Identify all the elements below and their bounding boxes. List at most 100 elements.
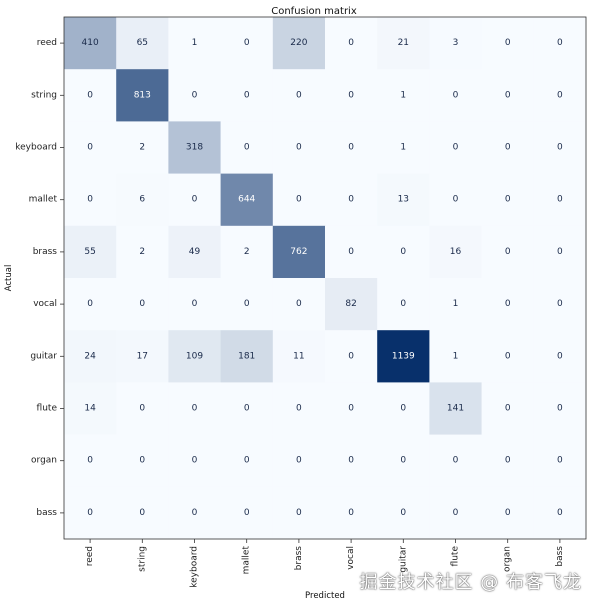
cell-value-mallet-flute: 0	[453, 195, 459, 205]
y-tick-label-bass: bass	[36, 508, 57, 518]
cell-value-guitar-mallet: 181	[238, 351, 255, 361]
cell-organ-string	[116, 434, 169, 488]
cell-value-guitar-bass: 0	[557, 351, 563, 361]
cell-flute-reed	[64, 382, 117, 435]
cell-value-guitar-reed: 24	[84, 351, 96, 361]
cell-bass-vocal	[325, 486, 378, 540]
cell-value-string-organ: 0	[505, 90, 511, 100]
cell-value-vocal-reed: 0	[87, 299, 93, 309]
y-axis-ticks: reed string keyboard mallet brass vocal guitar…	[15, 38, 64, 518]
cell-value-string-bass: 0	[557, 90, 563, 100]
cell-value-mallet-guitar: 13	[398, 195, 409, 205]
cell-string-reed	[64, 69, 117, 122]
cell-value-flute-vocal: 0	[348, 404, 354, 414]
cell-flute-mallet	[220, 382, 274, 435]
cell-guitar-brass	[272, 330, 326, 383]
cell-value-keyboard-bass: 0	[557, 143, 563, 153]
cell-flute-string	[116, 382, 169, 435]
cell-bass-flute	[429, 486, 482, 540]
cell-value-vocal-mallet: 0	[244, 299, 250, 309]
cell-value-brass-organ: 0	[505, 247, 511, 257]
x-tick-label-mallet: mallet	[242, 546, 252, 575]
cell-flute-vocal	[325, 382, 378, 435]
cell-value-string-mallet: 0	[244, 90, 250, 100]
cell-guitar-reed	[64, 330, 117, 383]
cell-string-guitar	[377, 69, 430, 122]
cell-keyboard-bass	[533, 121, 587, 174]
cell-organ-brass	[272, 434, 326, 488]
cell-value-mallet-reed: 0	[87, 195, 93, 205]
x-tick-label-keyboard: keyboard	[190, 546, 200, 588]
x-tick-label-guitar: guitar	[398, 546, 408, 573]
cell-value-organ-string: 0	[139, 456, 145, 466]
cell-reed-string	[116, 17, 169, 70]
cell-value-keyboard-organ: 0	[505, 143, 511, 153]
cell-string-bass	[533, 69, 587, 122]
cell-guitar-flute	[429, 330, 482, 383]
x-tick-label-string: string	[137, 546, 147, 572]
cell-bass-bass	[533, 486, 587, 540]
cell-guitar-mallet	[220, 330, 274, 383]
y-tick-label-keyboard: keyboard	[15, 143, 57, 153]
cell-value-string-string: 813	[134, 90, 151, 100]
cell-bass-organ	[481, 486, 535, 540]
x-tick-label-brass: brass	[294, 546, 304, 571]
cell-value-bass-guitar: 0	[400, 508, 406, 518]
cell-flute-keyboard	[168, 382, 221, 435]
cell-value-reed-brass: 220	[290, 38, 307, 48]
cell-value-bass-organ: 0	[505, 508, 511, 518]
cell-value-brass-reed: 55	[84, 247, 95, 257]
cell-value-flute-reed: 14	[84, 404, 96, 414]
cell-reed-brass	[272, 17, 326, 70]
cell-value-reed-mallet: 0	[244, 38, 250, 48]
x-tick-label-reed: reed	[85, 546, 95, 566]
cell-value-organ-organ: 0	[505, 456, 511, 466]
watermark-text: 掘金技术社区 @ 布客飞龙	[359, 572, 582, 593]
cell-value-vocal-string: 0	[139, 299, 145, 309]
cell-bass-string	[116, 486, 169, 540]
cell-value-keyboard-flute: 0	[453, 143, 459, 153]
cell-guitar-vocal	[325, 330, 378, 383]
cell-value-flute-keyboard: 0	[192, 404, 198, 414]
cell-value-mallet-string: 6	[139, 195, 145, 205]
cell-value-keyboard-mallet: 0	[244, 143, 250, 153]
cell-value-guitar-string: 17	[137, 351, 148, 361]
cell-value-bass-brass: 0	[296, 508, 302, 518]
cell-value-vocal-bass: 0	[557, 299, 563, 309]
cell-value-vocal-keyboard: 0	[192, 299, 198, 309]
cell-reed-guitar	[377, 17, 430, 70]
cell-value-mallet-brass: 0	[296, 195, 302, 205]
cell-guitar-string	[116, 330, 169, 383]
cell-organ-organ	[481, 434, 535, 488]
cell-value-keyboard-keyboard: 318	[186, 143, 203, 153]
cell-flute-bass	[533, 382, 587, 435]
cell-brass-vocal	[325, 225, 378, 279]
cell-value-flute-flute: 141	[447, 404, 464, 414]
y-tick-label-vocal: vocal	[33, 299, 57, 309]
cell-value-vocal-organ: 0	[505, 299, 511, 309]
chart-title: Confusion matrix	[271, 6, 357, 17]
cell-value-organ-vocal: 0	[348, 456, 354, 466]
cell-value-organ-mallet: 0	[244, 456, 250, 466]
cell-keyboard-mallet	[220, 121, 274, 174]
cell-reed-mallet	[220, 17, 274, 70]
cell-value-flute-organ: 0	[505, 404, 511, 414]
cell-keyboard-guitar	[377, 121, 430, 174]
cell-bass-mallet	[220, 486, 274, 540]
cell-value-keyboard-brass: 0	[296, 143, 302, 153]
cell-reed-flute	[429, 17, 482, 70]
cell-brass-reed	[64, 225, 117, 279]
cell-value-brass-keyboard: 49	[189, 247, 201, 257]
y-tick-label-flute: flute	[37, 404, 58, 414]
cell-value-guitar-guitar: 1139	[392, 351, 415, 361]
cell-keyboard-string	[116, 121, 169, 174]
cell-value-bass-reed: 0	[87, 508, 93, 518]
cell-organ-mallet	[220, 434, 274, 488]
cell-value-bass-vocal: 0	[348, 508, 354, 518]
cell-guitar-guitar	[377, 330, 430, 383]
cell-vocal-brass	[272, 278, 326, 331]
cell-keyboard-keyboard	[168, 121, 221, 174]
cell-vocal-vocal	[325, 278, 378, 331]
cell-brass-flute	[429, 225, 482, 279]
